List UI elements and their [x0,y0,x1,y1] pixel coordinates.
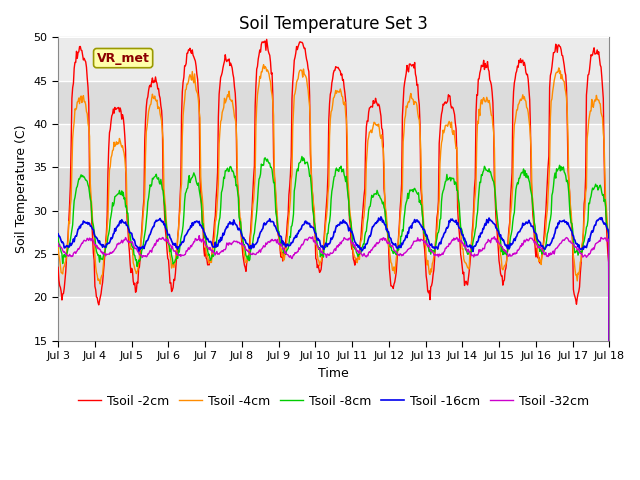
Tsoil -8cm [54,235,62,240]
Tsoil -4cm [206,259,214,264]
Tsoil -8cm [418,202,426,208]
Tsoil -2cm [54,264,62,270]
Tsoil -32cm [418,237,426,242]
Tsoil -16cm [64,243,72,249]
Line: Tsoil -8cm: Tsoil -8cm [58,156,609,474]
Tsoil -32cm [207,247,214,253]
Tsoil -32cm [177,253,184,259]
Tsoil -8cm [177,236,184,242]
Tsoil -2cm [121,133,129,139]
Line: Tsoil -4cm: Tsoil -4cm [58,65,609,468]
Tsoil -8cm [298,154,306,159]
Tsoil -4cm [260,62,268,68]
Title: Soil Temperature Set 3: Soil Temperature Set 3 [239,15,428,33]
Tsoil -8cm [64,246,72,252]
Tsoil -2cm [177,180,184,186]
Tsoil -32cm [121,237,129,243]
Bar [58,124,609,168]
Tsoil -4cm [402,113,410,119]
Tsoil -8cm [402,203,410,208]
Tsoil -32cm [54,240,62,246]
Tsoil -16cm [418,224,426,230]
Bar [58,298,609,341]
Bar [58,37,609,81]
Tsoil -8cm [206,255,214,261]
Tsoil -16cm [605,468,613,474]
Text: VR_met: VR_met [97,52,150,65]
Tsoil -16cm [177,242,184,248]
Tsoil -4cm [121,156,129,162]
Tsoil -32cm [402,250,410,256]
Tsoil -16cm [206,239,214,245]
Tsoil -4cm [605,465,613,470]
Tsoil -32cm [605,467,613,473]
Tsoil -16cm [121,220,129,226]
Line: Tsoil -16cm: Tsoil -16cm [58,217,609,471]
Line: Tsoil -2cm: Tsoil -2cm [58,39,609,472]
Line: Tsoil -32cm: Tsoil -32cm [58,236,609,470]
Legend: Tsoil -2cm, Tsoil -4cm, Tsoil -8cm, Tsoil -16cm, Tsoil -32cm: Tsoil -2cm, Tsoil -4cm, Tsoil -8cm, Tsoi… [74,390,594,412]
Tsoil -4cm [64,237,72,243]
Tsoil -4cm [177,187,184,193]
Tsoil -32cm [64,252,72,258]
Tsoil -4cm [54,244,62,250]
Tsoil -16cm [402,235,410,240]
Y-axis label: Soil Temperature (C): Soil Temperature (C) [15,125,28,253]
Tsoil -16cm [54,231,62,237]
Tsoil -2cm [605,469,613,475]
Tsoil -8cm [121,195,129,201]
Tsoil -2cm [263,36,271,42]
X-axis label: Time: Time [318,367,349,380]
Tsoil -2cm [206,257,214,263]
Tsoil -2cm [402,74,410,80]
Tsoil -2cm [64,232,72,238]
Tsoil -32cm [195,233,203,239]
Tsoil -8cm [605,471,613,477]
Tsoil -2cm [418,193,426,199]
Tsoil -16cm [377,214,385,220]
Tsoil -4cm [418,186,426,192]
Bar [58,211,609,254]
